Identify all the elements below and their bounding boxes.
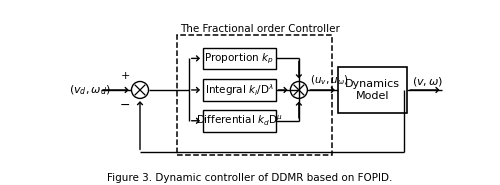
Text: +: + bbox=[120, 71, 130, 81]
Text: −: − bbox=[120, 99, 130, 112]
Bar bbox=[203, 48, 276, 69]
Bar bbox=[203, 110, 276, 132]
Text: $(v, \omega)$: $(v, \omega)$ bbox=[412, 75, 444, 88]
Text: Dynamics
Model: Dynamics Model bbox=[345, 79, 400, 101]
Text: Differential $k_d$D$^{\mu}$: Differential $k_d$D$^{\mu}$ bbox=[196, 114, 282, 128]
Text: Proportion $k_p$: Proportion $k_p$ bbox=[204, 51, 274, 66]
Bar bbox=[203, 79, 276, 101]
Bar bbox=[177, 35, 332, 155]
Bar bbox=[338, 67, 407, 113]
Text: Integral $k_i$/D$^{\lambda}$: Integral $k_i$/D$^{\lambda}$ bbox=[204, 82, 274, 98]
Text: The Fractional order Controller: The Fractional order Controller bbox=[180, 24, 340, 34]
Text: $(v_d, \omega_d)$: $(v_d, \omega_d)$ bbox=[68, 83, 110, 97]
Text: $(u_v, u_{\omega})$: $(u_v, u_{\omega})$ bbox=[310, 73, 349, 87]
Text: Figure 3. Dynamic controller of DDMR based on FOPID.: Figure 3. Dynamic controller of DDMR bas… bbox=[108, 173, 393, 183]
